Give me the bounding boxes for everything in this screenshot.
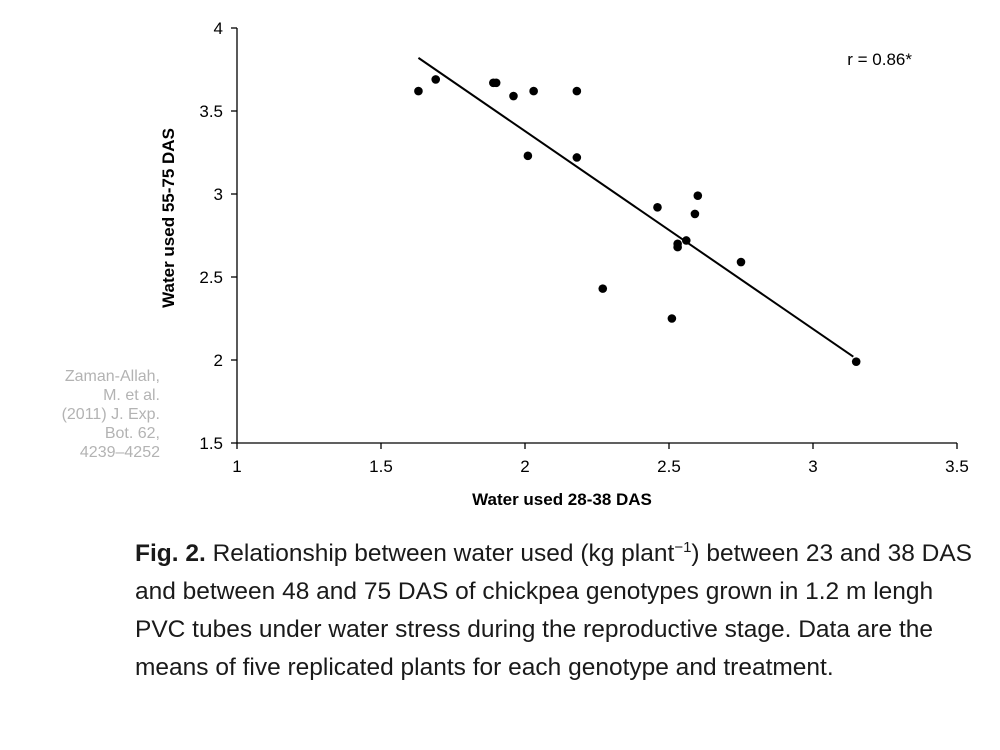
x-tick-label: 2.5 bbox=[657, 457, 681, 476]
y-tick-label: 2 bbox=[214, 351, 223, 370]
data-point bbox=[653, 202, 662, 212]
y-tick-label: 4 bbox=[214, 19, 223, 38]
data-point bbox=[673, 242, 682, 252]
x-axis-ticks: 1 1.5 2 2.5 3 3.5 bbox=[232, 443, 969, 476]
data-point bbox=[491, 78, 501, 88]
trendline-group bbox=[417, 57, 854, 358]
data-point bbox=[414, 86, 423, 96]
data-point bbox=[529, 86, 538, 96]
x-tick-label: 3.5 bbox=[945, 457, 969, 476]
credit-line: 4239–4252 bbox=[79, 444, 160, 461]
caption-superscript: −1 bbox=[674, 538, 692, 556]
source-credit: Zaman-Allah, M. et al. (2011) J. Exp. Bo… bbox=[10, 367, 160, 462]
data-point bbox=[681, 236, 691, 245]
credit-line: M. et al. bbox=[103, 387, 160, 404]
scatter-chart: 1 1.5 2 2.5 3 3.5 1.5 2 2.5 3 3.5 4 Water used 28-… bbox=[159, 19, 969, 509]
x-tick-label: 3 bbox=[808, 457, 817, 476]
data-point bbox=[690, 209, 700, 219]
figure-label: Fig. 2. bbox=[135, 540, 206, 567]
data-point bbox=[598, 284, 608, 293]
data-point bbox=[431, 75, 441, 84]
credit-line: (2011) J. Exp. bbox=[61, 406, 160, 423]
x-tick-label: 1 bbox=[232, 457, 241, 476]
data-point bbox=[693, 191, 703, 200]
chart-axes bbox=[236, 28, 957, 444]
data-point bbox=[523, 151, 533, 161]
x-tick-label: 1.5 bbox=[369, 457, 393, 476]
regression-line bbox=[417, 57, 854, 358]
y-tick-label: 1.5 bbox=[199, 434, 223, 453]
y-tick-label: 3.5 bbox=[199, 102, 223, 121]
caption-text: Relationship between water used (kg plan… bbox=[205, 540, 675, 567]
figure-caption: Fig. 2. Relationship between water used … bbox=[135, 535, 985, 687]
data-point bbox=[736, 257, 746, 267]
data-point bbox=[851, 357, 861, 366]
data-point bbox=[572, 153, 582, 162]
y-axis-title: Water used 55-75 DAS bbox=[159, 128, 178, 308]
y-tick-label: 3 bbox=[214, 185, 223, 204]
x-tick-label: 2 bbox=[520, 457, 529, 476]
caption-text-continued: ) between 23 and 38 DAS and between 48 a… bbox=[135, 540, 972, 681]
data-point bbox=[667, 314, 677, 323]
data-point bbox=[572, 86, 582, 96]
credit-line: Bot. 62, bbox=[104, 425, 160, 442]
correlation-annotation: r = 0.86* bbox=[847, 50, 912, 69]
credit-line: Zaman-Allah, bbox=[64, 368, 160, 385]
y-axis-ticks: 1.5 2 2.5 3 3.5 4 bbox=[199, 19, 237, 453]
x-axis-title: Water used 28-38 DAS bbox=[472, 490, 652, 509]
data-point bbox=[509, 91, 518, 101]
data-points bbox=[414, 75, 861, 366]
y-tick-label: 2.5 bbox=[199, 268, 223, 287]
